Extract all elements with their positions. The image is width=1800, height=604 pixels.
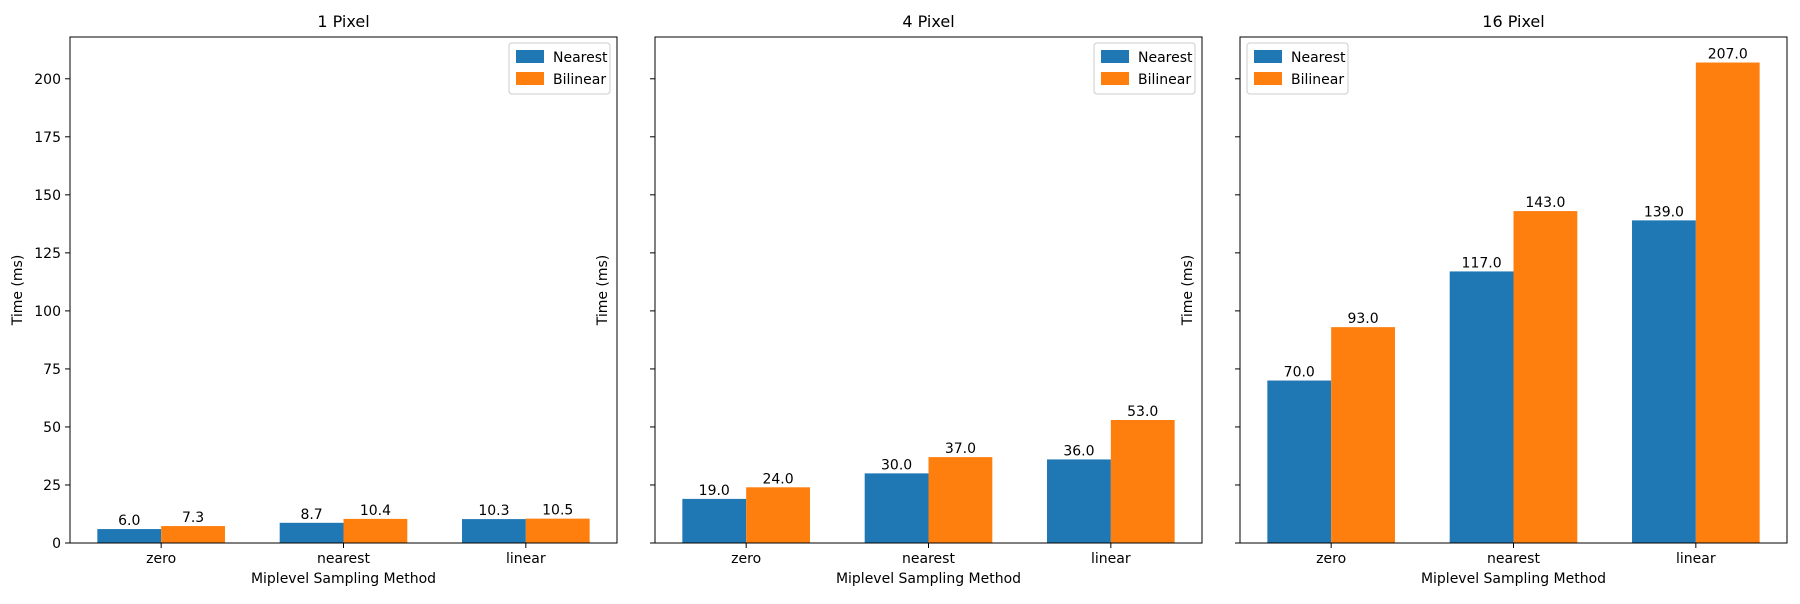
bar-value-label: 117.0 <box>1462 255 1502 271</box>
bar-value-label: 24.0 <box>762 471 793 487</box>
y-tick-label: 75 <box>43 362 61 378</box>
bar-value-label: 10.5 <box>542 503 573 519</box>
x-tick-label: zero <box>731 551 761 567</box>
y-tick-label: 0 <box>52 536 61 552</box>
bar-value-label: 53.0 <box>1127 404 1158 420</box>
legend-swatch-bilinear <box>516 72 544 85</box>
bar-value-label: 36.0 <box>1063 443 1094 459</box>
bar-bilinear-zero <box>1331 327 1395 543</box>
y-axis-label: Time (ms) <box>1180 255 1196 327</box>
legend-label-bilinear: Bilinear <box>1138 72 1191 88</box>
x-tick-label: nearest <box>902 551 955 567</box>
bar-value-label: 7.3 <box>182 510 204 526</box>
bar-nearest-zero <box>1267 380 1332 543</box>
bar-bilinear-nearest <box>928 457 993 543</box>
bar-nearest-linear <box>462 519 526 543</box>
bar-bilinear-nearest <box>343 518 408 543</box>
bar-value-label: 139.0 <box>1644 204 1684 220</box>
x-tick-label: zero <box>1316 551 1346 567</box>
bar-value-label: 19.0 <box>699 483 730 499</box>
bar-bilinear-linear <box>1695 62 1760 544</box>
bar-value-label: 143.0 <box>1525 195 1565 211</box>
legend-swatch-nearest <box>516 50 544 63</box>
y-axis-label: Time (ms) <box>10 255 26 327</box>
bar-value-label: 6.0 <box>118 513 140 529</box>
x-axis-label: Miplevel Sampling Method <box>251 571 436 587</box>
legend-label-nearest: Nearest <box>553 50 608 66</box>
legend-label-nearest: Nearest <box>1291 50 1346 66</box>
y-tick-label: 175 <box>34 130 61 146</box>
legend-swatch-nearest <box>1254 50 1282 63</box>
bar-value-label: 10.4 <box>360 503 391 519</box>
bar-value-label: 93.0 <box>1347 311 1378 327</box>
bar-bilinear-linear <box>525 518 590 543</box>
bar-value-label: 10.3 <box>478 503 509 519</box>
x-tick-label: nearest <box>317 551 370 567</box>
bar-nearest-zero <box>682 498 747 543</box>
bar-bilinear-zero <box>161 526 225 543</box>
bar-bilinear-linear <box>1110 419 1175 543</box>
x-tick-label: nearest <box>1487 551 1540 567</box>
bar-bilinear-nearest <box>1513 211 1578 543</box>
y-tick-label: 200 <box>34 72 61 88</box>
legend-swatch-nearest <box>1101 50 1129 63</box>
x-tick-label: linear <box>506 551 546 567</box>
legend-swatch-bilinear <box>1254 72 1282 85</box>
x-tick-label: zero <box>146 551 176 567</box>
bar-nearest-nearest <box>1449 271 1514 543</box>
bar-value-label: 8.7 <box>300 507 322 523</box>
bar-nearest-linear <box>1047 459 1111 543</box>
x-axis-label: Miplevel Sampling Method <box>836 571 1021 587</box>
bar-nearest-nearest <box>279 522 344 543</box>
bar-value-label: 70.0 <box>1284 365 1315 381</box>
x-tick-label: linear <box>1676 551 1716 567</box>
bar-bilinear-zero <box>746 487 810 543</box>
y-tick-label: 150 <box>34 188 61 204</box>
x-tick-label: linear <box>1091 551 1131 567</box>
y-tick-label: 50 <box>43 420 61 436</box>
bar-value-label: 37.0 <box>945 441 976 457</box>
chart-title: 1 Pixel <box>317 12 369 31</box>
bar-nearest-nearest <box>864 473 929 543</box>
bar-value-label: 30.0 <box>881 457 912 473</box>
y-tick-label: 100 <box>34 304 61 320</box>
legend-label-nearest: Nearest <box>1138 50 1193 66</box>
x-axis-label: Miplevel Sampling Method <box>1421 571 1606 587</box>
bar-value-label: 207.0 <box>1708 47 1748 63</box>
bar-nearest-linear <box>1632 220 1696 543</box>
y-axis-label: Time (ms) <box>595 255 611 327</box>
y-tick-label: 25 <box>43 478 61 494</box>
bar-nearest-zero <box>97 529 162 543</box>
legend-label-bilinear: Bilinear <box>1291 72 1344 88</box>
chart-title: 16 Pixel <box>1482 12 1544 31</box>
chart-title: 4 Pixel <box>902 12 954 31</box>
legend-label-bilinear: Bilinear <box>553 72 606 88</box>
legend-swatch-bilinear <box>1101 72 1129 85</box>
axes-frame <box>69 36 618 544</box>
y-tick-label: 125 <box>34 246 61 262</box>
